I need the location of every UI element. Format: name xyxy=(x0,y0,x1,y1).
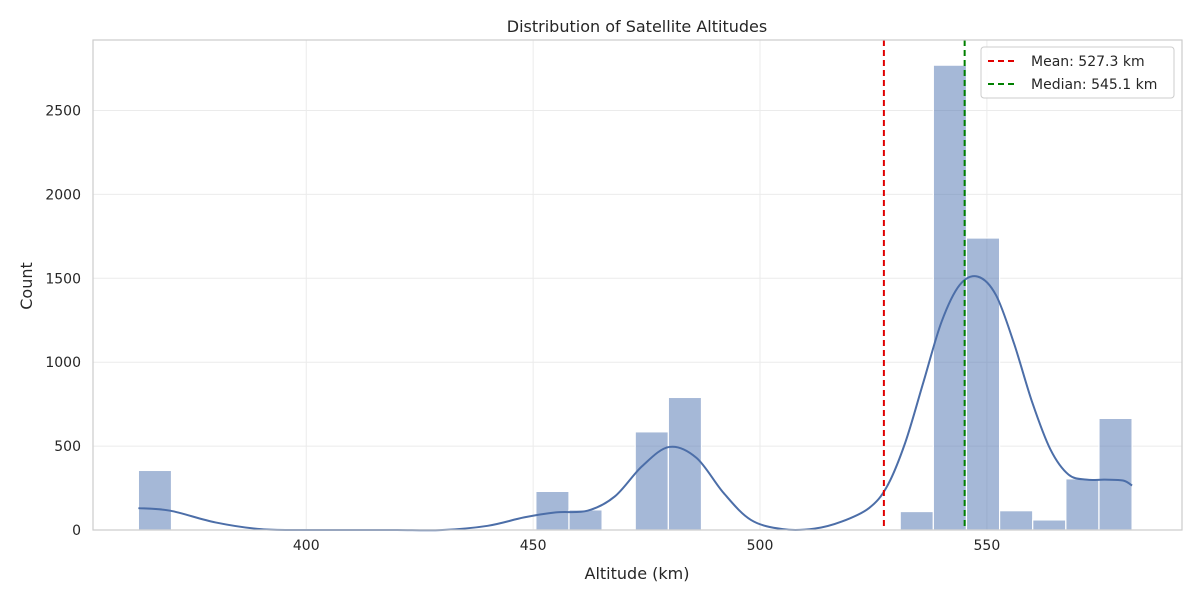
y-tick-label-1: 500 xyxy=(54,439,81,455)
histogram-bar-28 xyxy=(1065,478,1100,531)
x-axis-title: Altitude (km) xyxy=(585,564,690,583)
histogram-bar-12 xyxy=(535,490,570,531)
y-axis-title: Count xyxy=(17,262,36,310)
x-tick-label-3: 550 xyxy=(974,538,1001,554)
histogram-bar-15 xyxy=(634,431,669,531)
histogram-bar-0 xyxy=(137,469,173,531)
histogram-bars xyxy=(137,64,1133,531)
legend-box xyxy=(980,46,1175,99)
y-tick-label-3: 1500 xyxy=(45,271,81,287)
axes-layer xyxy=(92,39,1183,531)
x-tick-label-1: 450 xyxy=(520,538,547,554)
reference-lines xyxy=(882,40,966,530)
plot-frame xyxy=(92,39,1183,531)
histogram-bar-25 xyxy=(965,237,1001,531)
chart-title: Distribution of Satellite Altitudes xyxy=(507,17,767,36)
y-tick-label-0: 0 xyxy=(72,523,81,539)
histogram-bar-23 xyxy=(899,510,934,531)
y-tick-label-2: 1000 xyxy=(45,355,81,371)
histogram-bar-24 xyxy=(932,64,968,531)
histogram-bar-26 xyxy=(998,510,1034,531)
tick-labels: 400 450 500 550 0 500 1000 1500 2000 2500 xyxy=(45,103,1000,554)
legend-median-label: Median: 545.1 km xyxy=(1031,77,1157,93)
histogram-bar-27 xyxy=(1032,519,1067,531)
x-tick-label-0: 400 xyxy=(293,538,320,554)
y-tick-label-5: 2500 xyxy=(45,103,81,119)
histogram-bar-29 xyxy=(1098,417,1133,531)
x-tick-label-2: 500 xyxy=(747,538,774,554)
y-tick-label-4: 2000 xyxy=(45,187,81,203)
legend-mean-label: Mean: 527.3 km xyxy=(1031,54,1145,70)
histogram-bar-16 xyxy=(667,396,703,531)
legend: Mean: 527.3 km Median: 545.1 km xyxy=(980,46,1175,99)
